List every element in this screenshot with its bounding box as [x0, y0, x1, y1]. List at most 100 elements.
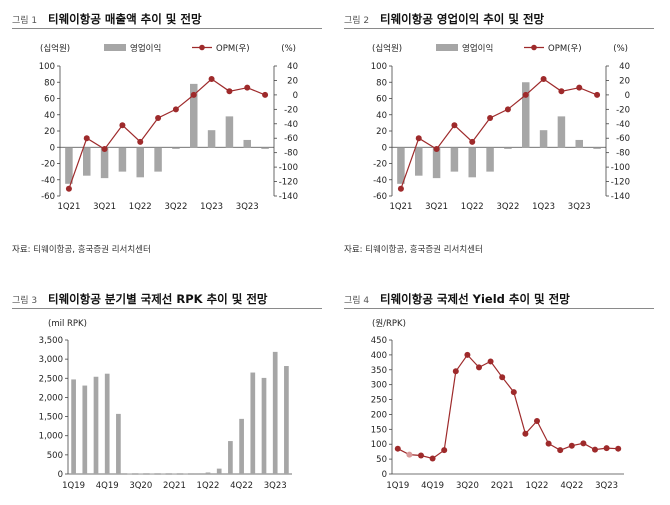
y-tick-label: 0	[382, 470, 387, 480]
data-point	[137, 138, 144, 145]
data-point	[603, 445, 610, 452]
y-tick-label: 50	[376, 455, 387, 465]
bar	[284, 366, 289, 474]
y-tick-label-right: -120	[279, 178, 298, 188]
bar	[172, 147, 180, 149]
bar	[116, 413, 121, 474]
bar	[250, 372, 256, 474]
x-tick-label: 4Q22	[230, 481, 253, 491]
data-point	[487, 115, 494, 121]
data-point	[452, 368, 459, 375]
y-tick-label: 1,000	[39, 432, 63, 442]
data-point	[208, 76, 215, 82]
y-tick-label-right: -40	[616, 120, 630, 130]
data-point	[172, 106, 179, 113]
data-point	[406, 451, 413, 458]
bar	[149, 473, 155, 475]
x-tick-label: 3Q23	[568, 202, 591, 212]
y-tick-label: 80	[44, 78, 55, 88]
legend-label: OPM(우)	[216, 44, 250, 54]
bar	[118, 147, 127, 172]
data-point	[487, 358, 494, 365]
x-tick-label: 1Q21	[57, 202, 80, 212]
x-tick-label: 1Q21	[389, 202, 412, 212]
bar	[194, 473, 200, 474]
series-line	[400, 78, 598, 190]
x-tick-label: 3Q21	[93, 202, 116, 212]
y-tick-label-right: -100	[279, 163, 298, 173]
data-point	[476, 364, 482, 371]
x-tick-label: 1Q22	[461, 202, 484, 212]
y-tick-label: -60	[373, 192, 387, 202]
y-tick-label-right: -40	[284, 120, 298, 130]
y-tick-label: 1,500	[39, 413, 63, 423]
data-point	[441, 447, 448, 454]
y-tick-label: 450	[371, 336, 387, 346]
data-point	[226, 88, 233, 95]
bar	[504, 147, 512, 149]
bar	[432, 147, 441, 179]
x-tick-label: 3Q20	[456, 481, 479, 491]
data-point	[155, 115, 162, 121]
x-tick-label: 3Q20	[129, 481, 152, 491]
figure-number: 그림 1	[12, 16, 38, 26]
data-point	[545, 440, 552, 447]
source-note: 자료: 티웨이항공, 흥국증권 리서치센터	[344, 245, 483, 255]
chart-header: 그림 4 티웨이항공 국제선 Yield 추이 및 전망	[344, 288, 570, 306]
data-point	[101, 146, 108, 153]
chart-1: -60 -40 -20 0 20 40 60 80 100 (십억원) -140 -120 -100 -8…	[39, 43, 298, 212]
x-tick-label: 1Q23	[200, 202, 223, 212]
bar	[450, 147, 459, 172]
source-note: 자료: 티웨이항공, 흥국증권 리서치센터	[12, 245, 151, 255]
bar	[261, 147, 269, 149]
y-tick-label: -40	[41, 176, 55, 186]
chart-3: 0 500 1,000 1,500 2,000 2,500 3,000 3,500 (mil R…	[39, 319, 292, 491]
x-tick-label: 1Q23	[532, 202, 555, 212]
y-tick-label: 2,500	[39, 374, 63, 384]
y-tick-label: 100	[371, 440, 387, 450]
data-point	[580, 440, 587, 447]
x-tick-label: 2Q21	[163, 481, 186, 491]
bar	[83, 147, 91, 176]
data-point	[415, 135, 422, 142]
x-tick-label: 4Q19	[421, 481, 444, 491]
x-tick-label: 1Q22	[197, 481, 220, 491]
chart-title: 티웨이항공 영업이익 추이 및 전망	[380, 12, 545, 26]
chart-4: 0 50 100 150 200 250 300 350 400 450 (원/RPK) 1Q19 4Q…	[371, 319, 624, 491]
y-tick-label-right: -20	[284, 105, 298, 115]
bar	[539, 130, 548, 148]
y-tick-label: 500	[47, 451, 63, 461]
data-point	[429, 455, 436, 462]
chart-2: -60 -40 -20 0 20 40 60 80 100 (십억원) -140 -120 -100 -8…	[371, 43, 630, 212]
bar	[190, 83, 198, 148]
chart-panel-1: 그림 1 티웨이항공 매출액 추이 및 전망 -60 -40 -20 0 20 40 60 80…	[12, 8, 322, 248]
bar	[138, 473, 144, 475]
y-tick-label-right: 40	[619, 62, 630, 72]
y-tick-label: 3,500	[39, 336, 63, 346]
legend-label: 영업이익	[130, 43, 161, 54]
data-point	[594, 91, 601, 98]
bar	[82, 385, 88, 474]
data-point	[504, 106, 511, 113]
y-tick-label-right: -100	[611, 163, 630, 173]
x-tick-label: 3Q23	[236, 202, 259, 212]
y-tick-label: 3,000	[39, 355, 63, 365]
y-tick-label-right: -60	[616, 134, 630, 144]
chart-title: 티웨이항공 매출액 추이 및 전망	[48, 12, 202, 26]
data-point	[464, 351, 471, 358]
y-tick-label: 60	[376, 95, 387, 105]
y-tick-label-right: 0	[625, 91, 630, 101]
bar	[65, 147, 73, 184]
legend-label: OPM(우)	[548, 44, 582, 54]
bar	[154, 147, 162, 172]
y-tick-label-right: -80	[616, 149, 630, 159]
bar	[397, 147, 405, 184]
x-tick-label: 1Q19	[62, 481, 85, 491]
chart-panel-2: 그림 2 티웨이항공 영업이익 추이 및 전망 -60 -40 -20 0 20 40 60 8…	[344, 8, 654, 248]
bar	[228, 441, 233, 474]
y-tick-label-right: 20	[619, 76, 630, 86]
bar	[160, 473, 166, 475]
y-tick-label-right: -60	[284, 134, 298, 144]
title-rule	[12, 28, 322, 29]
data-point	[534, 417, 540, 424]
